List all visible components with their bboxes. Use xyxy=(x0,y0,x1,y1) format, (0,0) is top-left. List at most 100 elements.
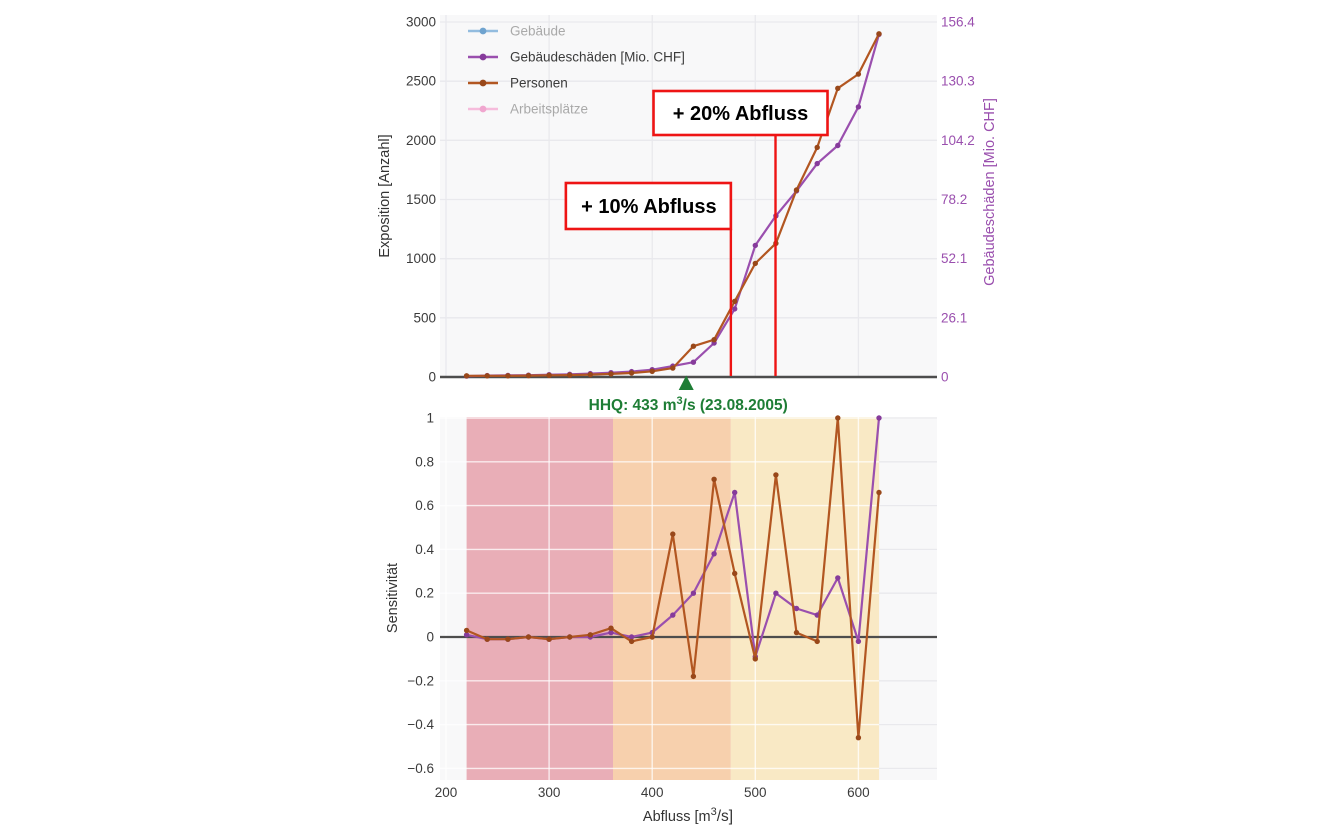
legend-item-label: Personen xyxy=(510,76,568,91)
plus20-label: + 20% Abfluss xyxy=(673,103,808,125)
x-axis-tick-label: 600 xyxy=(847,785,870,800)
legend-marker-dot xyxy=(480,106,487,113)
sens-axis-tick-label: 0.8 xyxy=(415,454,434,469)
sens-personen-point xyxy=(732,571,737,576)
x-axis-tick-label: 500 xyxy=(744,785,767,800)
sens-personen-point xyxy=(815,639,820,644)
sens-personen-point xyxy=(464,628,469,633)
personen-point xyxy=(876,31,881,36)
left-axis-tick-label: 0 xyxy=(428,370,436,385)
personen-point xyxy=(732,299,737,304)
left-axis-tick-label: 1500 xyxy=(406,192,436,207)
sens-personen-point xyxy=(485,637,490,642)
left-axis-tick-label: 2000 xyxy=(406,133,436,148)
legend-marker-dot xyxy=(480,54,487,61)
right-axis-tick-label: 130.3 xyxy=(941,74,975,89)
gebaeudeschaeden-point xyxy=(753,243,758,248)
personen-point xyxy=(464,373,469,378)
gebaeudeschaeden-point xyxy=(815,161,820,166)
sens-personen-point xyxy=(526,634,531,639)
left-axis-title: Exposition [Anzahl] xyxy=(377,134,393,257)
right-axis-tick-label: 26.1 xyxy=(941,310,967,325)
sens-personen-point xyxy=(608,626,613,631)
sens-personen-point xyxy=(546,637,551,642)
personen-point xyxy=(753,261,758,266)
left-axis-tick-label: 1000 xyxy=(406,251,436,266)
gebaeudeschaeden-point xyxy=(835,143,840,148)
legend-marker-dot xyxy=(480,80,487,87)
sens-axis-tick-label: −0.2 xyxy=(407,673,434,688)
x-axis-title: Abfluss [m3/s] xyxy=(643,806,733,825)
sens-personen-point xyxy=(876,490,881,495)
sens-axis-tick-label: −0.4 xyxy=(407,717,434,732)
sens-axis-tick-label: −0.6 xyxy=(407,761,434,776)
sens-gebaeudeschaeden-point xyxy=(856,639,861,644)
risk-band-0 xyxy=(467,417,613,780)
sens-gebaeudeschaeden-point xyxy=(835,575,840,580)
sens-personen-point xyxy=(670,531,675,536)
personen-point xyxy=(588,372,593,377)
left-axis-tick-label: 500 xyxy=(413,310,436,325)
sens-axis-tick-label: 0.6 xyxy=(415,498,434,513)
left-axis-tick-label: 3000 xyxy=(406,15,436,30)
sens-personen-point xyxy=(691,674,696,679)
legend-item-label: Gebäudeschäden [Mio. CHF] xyxy=(510,50,685,65)
personen-point xyxy=(567,372,572,377)
personen-point xyxy=(608,371,613,376)
right-axis-tick-label: 78.2 xyxy=(941,192,967,207)
sensitivity-figure: 050010001500200025003000026.152.178.2104… xyxy=(0,0,1334,838)
personen-point xyxy=(856,71,861,76)
sens-personen-point xyxy=(856,735,861,740)
legend-item-label: Gebäude xyxy=(510,24,566,39)
sens-axis-tick-label: 1 xyxy=(426,411,434,426)
personen-point xyxy=(815,145,820,150)
sens-personen-point xyxy=(650,634,655,639)
sens-personen-point xyxy=(629,639,634,644)
sens-gebaeudeschaeden-point xyxy=(876,415,881,420)
sens-personen-point xyxy=(711,477,716,482)
sens-personen-point xyxy=(753,656,758,661)
sens-personen-point xyxy=(773,472,778,477)
personen-point xyxy=(629,370,634,375)
annotation-hhq: HHQ: 433 m3/s (23.08.2005) xyxy=(589,376,788,415)
gebaeudeschaeden-point xyxy=(856,104,861,109)
personen-point xyxy=(526,373,531,378)
gebaeudeschaeden-point xyxy=(691,360,696,365)
legend-marker-dot xyxy=(480,28,487,35)
risk-band-1 xyxy=(613,417,731,780)
right-axis-tick-label: 156.4 xyxy=(941,15,975,30)
sens-gebaeudeschaeden-point xyxy=(732,490,737,495)
personen-point xyxy=(835,86,840,91)
personen-point xyxy=(546,373,551,378)
right-axis-tick-label: 0 xyxy=(941,370,949,385)
sens-axis-tick-label: 0.2 xyxy=(415,586,434,601)
hhq-label: HHQ: 433 m3/s (23.08.2005) xyxy=(589,395,788,414)
x-axis-tick-label: 200 xyxy=(435,785,458,800)
legend-item-label: Arbeitsplätze xyxy=(510,102,588,117)
chart-svg: 050010001500200025003000026.152.178.2104… xyxy=(0,0,1334,838)
sens-gebaeudeschaeden-point xyxy=(711,551,716,556)
right-axis-tick-label: 104.2 xyxy=(941,133,975,148)
right-axis-tick-label: 52.1 xyxy=(941,251,967,266)
right-axis-title: Gebäudeschäden [Mio. CHF] xyxy=(982,98,998,286)
left-axis-tick-label: 2500 xyxy=(406,74,436,89)
x-axis-tick-label: 400 xyxy=(641,785,664,800)
sens-personen-point xyxy=(505,637,510,642)
personen-point xyxy=(650,369,655,374)
personen-point xyxy=(670,365,675,370)
sens-personen-point xyxy=(588,632,593,637)
sens-personen-point xyxy=(567,634,572,639)
personen-point xyxy=(505,373,510,378)
personen-point xyxy=(711,337,716,342)
personen-point xyxy=(691,344,696,349)
personen-point xyxy=(794,187,799,192)
plus10-label: + 10% Abfluss xyxy=(581,196,716,218)
sens-axis-tick-label: 0.4 xyxy=(415,542,434,557)
sens-personen-point xyxy=(794,630,799,635)
sens-gebaeudeschaeden-point xyxy=(691,591,696,596)
sens-axis-tick-label: 0 xyxy=(426,630,434,645)
sens-gebaeudeschaeden-point xyxy=(773,591,778,596)
personen-point xyxy=(485,373,490,378)
sens-personen-point xyxy=(835,415,840,420)
x-axis-tick-label: 300 xyxy=(538,785,561,800)
